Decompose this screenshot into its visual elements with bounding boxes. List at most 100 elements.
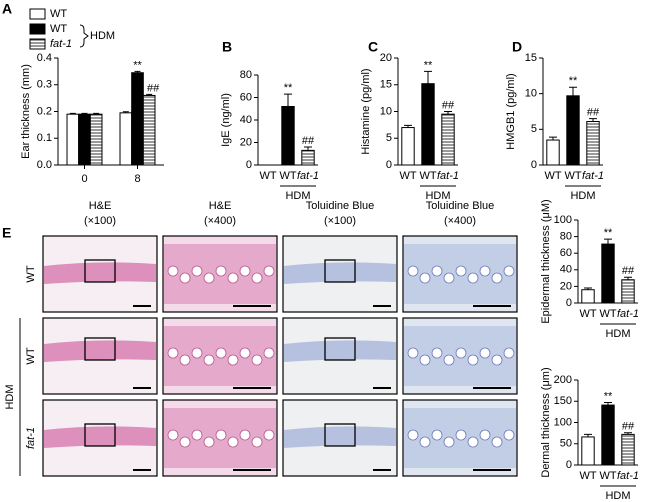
group-label: HDM (605, 328, 630, 340)
y-tick-label: 10 (525, 88, 537, 100)
inset-box (84, 259, 116, 283)
bar (131, 72, 144, 166)
panel-label: A (2, 1, 12, 17)
cell (503, 265, 515, 277)
column-magnification: (×400) (444, 215, 476, 227)
y-tick-label: 5 (386, 132, 392, 144)
x-tick-label: WT (259, 170, 276, 182)
inset-box (84, 337, 116, 361)
error-bar (93, 112, 100, 115)
cell (503, 429, 515, 441)
legend-bracket (79, 24, 89, 48)
bar (581, 436, 595, 466)
error-bar (122, 111, 129, 113)
group-label: HDM (425, 190, 450, 202)
cell (227, 354, 239, 366)
panel-label: D (512, 39, 522, 55)
y-tick-label: 100 (554, 416, 572, 428)
error-bar (424, 70, 432, 84)
panel-label: B (222, 39, 232, 55)
cell (227, 272, 239, 284)
legend-group-label: HDM (90, 30, 115, 42)
y-axis-label: Ear thickness (mm) (20, 64, 32, 159)
y-axis-label: Epidermal thickness (μM) (540, 199, 552, 323)
x-tick-label: WT (599, 470, 616, 482)
error-bar (549, 136, 557, 141)
inset-box (324, 337, 356, 361)
y-axis-label: IgE (ng/ml) (220, 93, 232, 147)
bar (119, 112, 133, 166)
cell (455, 265, 467, 277)
significance-label: ** (424, 59, 433, 71)
x-tick-label: WT (564, 170, 581, 182)
significance-label: ** (604, 227, 613, 239)
y-tick-label: 0.1 (37, 132, 52, 144)
tissue (284, 426, 396, 448)
cell (191, 429, 203, 441)
y-tick-label: 40 (240, 114, 252, 126)
x-tick-label: fat-1 (437, 170, 459, 182)
cell (179, 354, 191, 366)
y-tick-label: 20 (240, 136, 252, 148)
y-tick-label: 0 (566, 297, 572, 309)
error-bar (304, 146, 312, 151)
column-stain: Toluidine Blue (426, 200, 495, 212)
bar (621, 279, 635, 304)
y-tick-label: 0 (246, 159, 252, 171)
cell (179, 436, 191, 448)
inset-box (324, 259, 356, 283)
y-tick-label: 10 (380, 105, 392, 117)
cell (167, 347, 179, 359)
cell (191, 265, 203, 277)
x-tick-label: WT (419, 170, 436, 182)
bar (66, 113, 80, 166)
bar (301, 149, 315, 166)
cell (443, 354, 455, 366)
cell (215, 265, 227, 277)
y-tick-label: 60 (240, 91, 252, 103)
y-tick-label: 0 (531, 159, 537, 171)
cell (407, 347, 419, 359)
cell (239, 429, 251, 441)
significance-label: ** (604, 390, 613, 402)
x-tick-label: fat-1 (582, 170, 604, 182)
cell (419, 272, 431, 284)
error-bar (134, 70, 141, 73)
bar (401, 127, 415, 166)
cell (491, 272, 503, 284)
cell (431, 347, 443, 359)
cell (251, 354, 263, 366)
y-tick-label: 20 (380, 52, 392, 64)
error-bar (81, 112, 88, 115)
bar (581, 289, 595, 304)
bar (281, 106, 295, 166)
y-tick-label: 0.0 (37, 159, 52, 171)
cell (419, 436, 431, 448)
group-label: HDM (570, 190, 595, 202)
error-bar (604, 238, 612, 245)
y-tick-label: 0 (566, 459, 572, 471)
tissue (44, 426, 156, 448)
x-tick-label: WT (579, 308, 596, 320)
cell (203, 272, 215, 284)
error-bar (404, 124, 412, 128)
significance-label: ## (302, 135, 315, 147)
y-tick-label: 20 (560, 280, 572, 292)
cell (251, 436, 263, 448)
panel-label: C (368, 39, 378, 55)
legend-label: WT (50, 23, 67, 35)
column-stain: H&E (209, 200, 232, 212)
y-tick-label: 80 (560, 231, 572, 243)
cell (443, 272, 455, 284)
error-bar (284, 93, 292, 107)
significance-label: ## (587, 107, 600, 119)
cell (191, 347, 203, 359)
column-magnification: (×100) (84, 215, 116, 227)
y-tick-label: 5 (531, 123, 537, 135)
cell (251, 272, 263, 284)
row-label: WT (25, 265, 37, 282)
y-tick-label: 150 (554, 395, 572, 407)
y-tick-label: 0.4 (37, 52, 52, 64)
row-label: fat-1 (25, 427, 37, 449)
